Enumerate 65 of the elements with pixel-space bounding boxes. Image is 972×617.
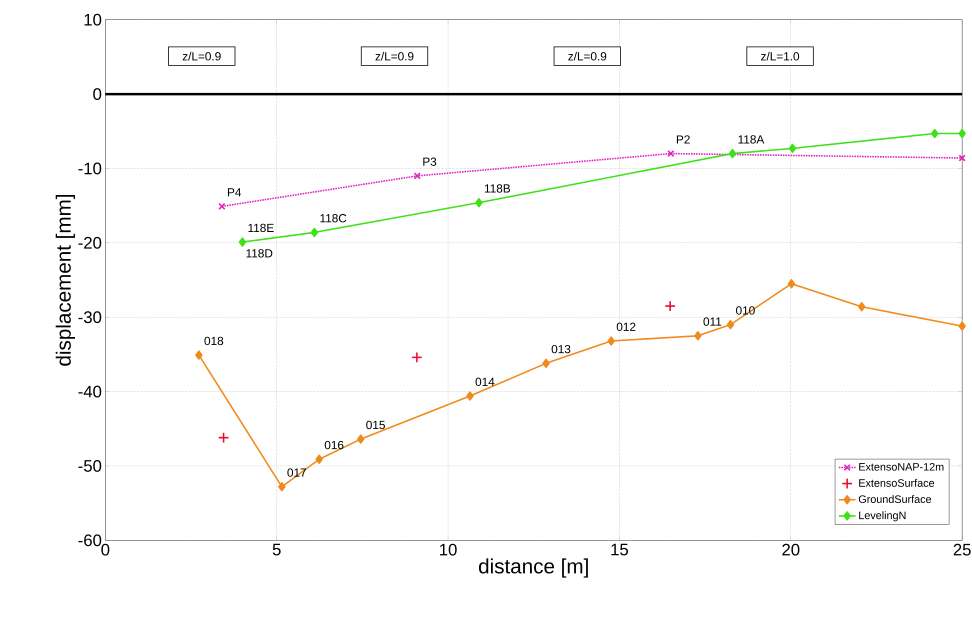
annotation: 015 — [366, 420, 385, 430]
legend-label: ExtensoNAP-12m — [859, 462, 944, 471]
x-tick-label: 10 — [440, 544, 457, 556]
y-tick-label: -20 — [78, 236, 102, 249]
y-tick-label: -30 — [78, 311, 102, 324]
y-tick-label: -60 — [78, 534, 102, 546]
annotation: z/L=0.9 — [182, 52, 221, 60]
y-tick-label: -50 — [78, 460, 102, 472]
point — [728, 148, 736, 158]
point — [238, 237, 246, 247]
annotation: z/L=1.0 — [761, 52, 800, 60]
point — [958, 321, 966, 331]
point — [218, 202, 226, 210]
point — [195, 350, 203, 360]
annotation: 011 — [703, 317, 722, 326]
point — [542, 358, 550, 368]
annotation: z/L=0.9 — [375, 52, 414, 60]
x-axis-title: distance [m] — [479, 558, 588, 578]
annotation: 118B — [484, 184, 510, 193]
point — [278, 482, 286, 492]
point — [858, 302, 866, 312]
x-tick-label: 0 — [101, 544, 110, 556]
legend-label: ExtensoSurface — [859, 478, 934, 487]
annotation: 118D — [246, 249, 272, 258]
annotation: 013 — [552, 344, 570, 354]
point — [310, 228, 318, 238]
annotation: 014 — [476, 378, 494, 386]
legend-label: GroundSurface — [858, 494, 932, 503]
y-tick-label: -40 — [78, 386, 102, 398]
x-tick-label: 15 — [611, 544, 628, 556]
annotation: z/L=0.9 — [568, 52, 606, 60]
y-tick-label: 10 — [84, 14, 102, 26]
x-tick-label: 5 — [272, 544, 281, 556]
point — [958, 128, 966, 138]
x-tick-label: 20 — [782, 544, 800, 556]
point — [356, 434, 364, 444]
legend-label: LevelingN — [859, 511, 906, 522]
y-tick-label: -10 — [78, 162, 102, 174]
annotation: 118C — [320, 214, 346, 222]
point — [958, 154, 966, 162]
point — [788, 144, 796, 153]
annotation: 012 — [616, 322, 636, 331]
annotation: 118A — [738, 135, 764, 144]
point — [466, 391, 474, 401]
point — [315, 454, 323, 464]
point — [414, 172, 421, 180]
x-tick-label: 25 — [954, 544, 971, 556]
annotation: 018 — [204, 336, 224, 345]
annotation: 118E — [248, 224, 274, 232]
point — [607, 336, 615, 346]
point — [788, 278, 796, 288]
annotation: P4 — [228, 188, 242, 196]
point — [411, 352, 423, 363]
point — [726, 320, 734, 330]
point — [930, 128, 938, 138]
y-tick-label: 0 — [93, 88, 102, 100]
annotation: P2 — [676, 135, 690, 144]
point — [475, 198, 483, 208]
point — [218, 432, 230, 444]
point — [664, 300, 676, 312]
y-axis-title: displacement [mm] — [56, 194, 75, 366]
point — [694, 330, 702, 340]
point — [667, 150, 674, 158]
annotation: P3 — [423, 157, 436, 166]
annotation: 016 — [324, 440, 344, 450]
